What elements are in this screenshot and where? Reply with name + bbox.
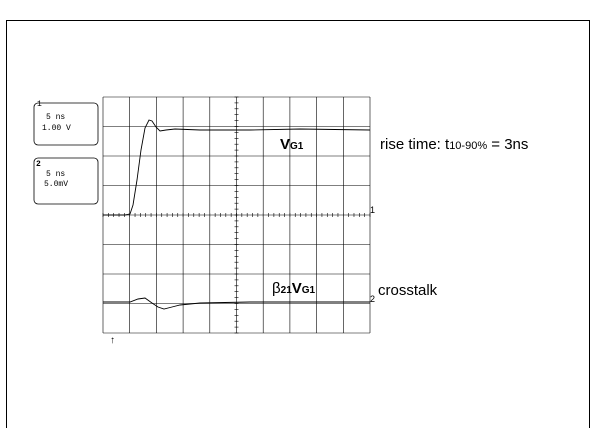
frame (6, 20, 590, 428)
text: V (292, 280, 302, 297)
marker: 2 (370, 294, 375, 304)
scale: 5.0mV (44, 180, 68, 189)
trace-2 (103, 297, 370, 310)
scale: 1.00 V (42, 124, 71, 133)
text: = 3ns (487, 136, 528, 153)
timebase: 5 ns (46, 170, 65, 179)
text: G1 (290, 141, 304, 152)
rise-time: rise time: t10-90% = 3ns (380, 136, 528, 153)
timebase: 5 ns (46, 113, 65, 122)
text: rise time: t (380, 136, 450, 153)
channel-number: 1 (37, 100, 42, 109)
channel-number: 2 (36, 160, 41, 169)
graticule (102, 96, 371, 334)
marker: 1 (370, 205, 375, 215)
text: G1 (302, 285, 316, 296)
channel-box: 2 5 ns 5.0mV (33, 157, 99, 205)
text: 10-90% (449, 140, 487, 152)
text: V (280, 136, 290, 153)
trigger-marker: ↑ (110, 335, 115, 346)
crosstalk-label: crosstalk (378, 282, 438, 299)
beta-label: β21VG1 (272, 280, 316, 297)
text: 21 (281, 285, 293, 296)
channel-box: 1 5 ns 1.00 V (33, 100, 99, 146)
text: β (272, 280, 281, 297)
vg1-label: VG1 (280, 136, 304, 153)
trace-1 (103, 119, 371, 216)
